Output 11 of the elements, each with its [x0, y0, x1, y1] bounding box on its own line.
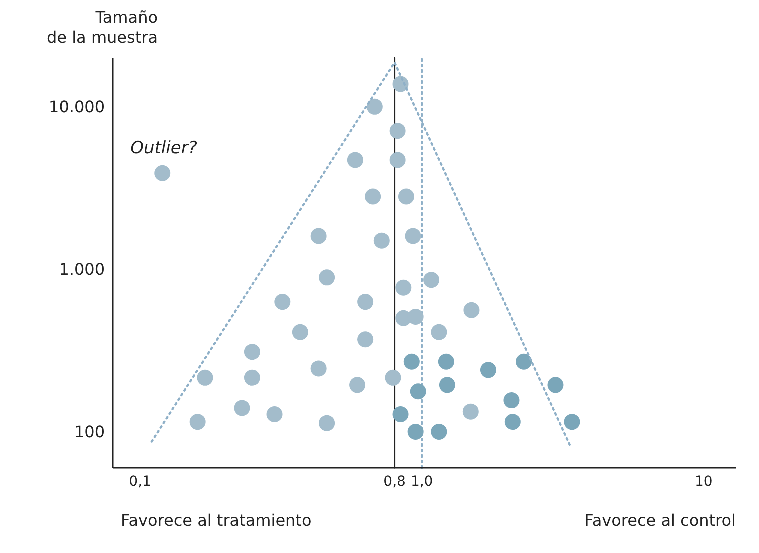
x-tick-label: 0,8 — [384, 474, 406, 490]
text: Favorece al control — [584, 511, 736, 530]
y-tick-label: 100 — [74, 422, 105, 442]
x-tick-label: 10 — [694, 474, 713, 490]
y-tick-label: 10.000 — [49, 98, 105, 117]
x-tick-label: 0,1 — [129, 474, 152, 490]
annotation: Outlier? — [130, 138, 198, 158]
y-axis-title: Tamaño de la muestra — [46, 8, 158, 48]
y-tick-label: 1.000 — [59, 260, 105, 280]
x-tick-label: 1,0 — [410, 474, 434, 490]
text: Favorece al tratamiento — [121, 511, 312, 530]
